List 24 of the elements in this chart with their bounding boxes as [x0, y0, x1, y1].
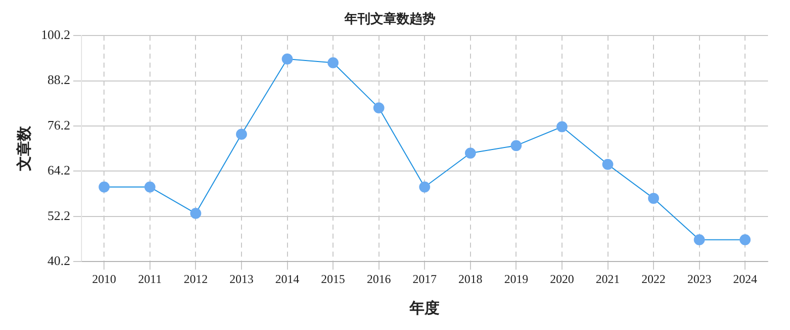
x-tick-label: 2022 — [642, 272, 666, 286]
x-tick-label: 2016 — [366, 272, 391, 286]
x-tick-label: 2010 — [92, 272, 116, 286]
y-axis-title: 文章数 — [14, 125, 33, 172]
x-tick-label: 2018 — [458, 272, 482, 286]
x-tick-label: 2011 — [138, 272, 162, 286]
y-tick-label: 100.2 — [41, 27, 70, 42]
y-tick-label: 52.2 — [48, 208, 70, 223]
x-tick-label: 2013 — [229, 272, 254, 286]
y-tick-label: 76.2 — [48, 117, 70, 132]
x-tick-label: 2019 — [504, 272, 528, 286]
y-tick-label: 40.2 — [48, 253, 70, 268]
x-tick-label: 2012 — [184, 272, 208, 286]
x-tick-label: 2017 — [412, 272, 437, 286]
x-tick-label: 2023 — [687, 272, 712, 286]
chart-title: 年刊文章数趋势 — [344, 11, 436, 26]
x-tick-label: 2014 — [275, 272, 300, 286]
x-tick-label: 2021 — [596, 272, 620, 286]
y-tick-label: 88.2 — [48, 72, 70, 88]
x-axis-title: 年度 — [408, 298, 440, 317]
x-tick-label: 2015 — [321, 272, 346, 286]
y-tick-label: 64.2 — [48, 162, 70, 178]
x-tick-label: 2020 — [550, 272, 574, 286]
x-tick-label: 2024 — [733, 272, 758, 286]
